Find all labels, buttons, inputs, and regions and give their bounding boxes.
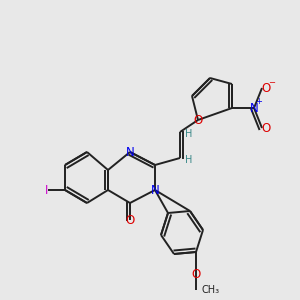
Text: CH₃: CH₃ — [202, 285, 220, 295]
Text: H: H — [185, 129, 193, 139]
Text: N: N — [126, 146, 134, 158]
Text: O: O — [194, 113, 202, 127]
Text: N: N — [151, 184, 159, 196]
Text: O: O — [125, 214, 135, 226]
Text: O: O — [261, 82, 271, 94]
Text: H: H — [185, 155, 193, 165]
Text: O: O — [261, 122, 271, 134]
Text: N: N — [250, 101, 258, 115]
Text: I: I — [45, 184, 49, 196]
Text: +: + — [256, 98, 262, 106]
Text: O: O — [191, 268, 201, 281]
Text: −: − — [268, 79, 275, 88]
